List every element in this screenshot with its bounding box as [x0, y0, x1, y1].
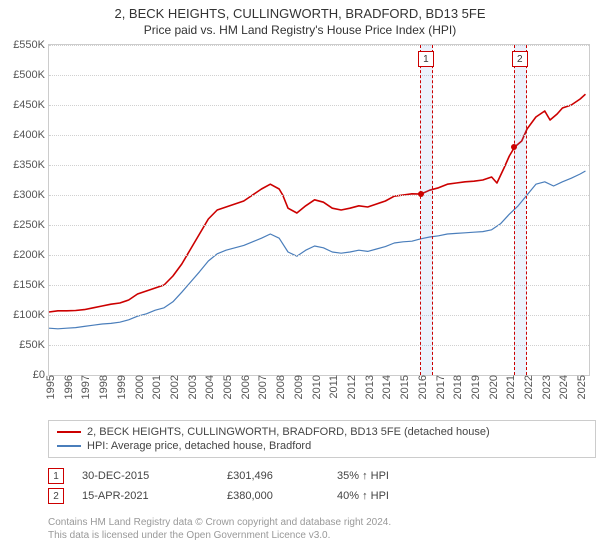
sales-row-diff: 35% ↑ HPI — [337, 470, 457, 482]
x-tick-label: 2024 — [554, 375, 570, 399]
x-tick-label: 2016 — [413, 375, 429, 399]
y-tick-label: £250K — [13, 219, 49, 231]
x-tick-label: 2023 — [537, 375, 553, 399]
footer-line-2: This data is licensed under the Open Gov… — [48, 529, 391, 542]
x-tick-label: 2004 — [200, 375, 216, 399]
x-tick-label: 2019 — [466, 375, 482, 399]
band-marker: 1 — [418, 51, 434, 67]
sales-row: 1 30-DEC-2015£301,49635% ↑ HPI — [48, 466, 457, 486]
x-tick-label: 2015 — [395, 375, 411, 399]
sales-row-marker: 1 — [48, 468, 64, 484]
x-tick-label: 2018 — [448, 375, 464, 399]
x-tick-label: 1997 — [76, 375, 92, 399]
x-tick-label: 2001 — [147, 375, 163, 399]
sales-row: 2 15-APR-2021£380,00040% ↑ HPI — [48, 486, 457, 506]
y-tick-label: £200K — [13, 249, 49, 261]
gridline — [49, 255, 589, 256]
y-tick-label: £450K — [13, 99, 49, 111]
gridline — [49, 45, 589, 46]
x-tick-label: 2022 — [519, 375, 535, 399]
legend-swatch — [57, 431, 81, 433]
y-tick-label: £50K — [19, 339, 49, 351]
series-line — [49, 94, 585, 312]
line-series-svg — [49, 45, 589, 375]
x-tick-label: 2007 — [253, 375, 269, 399]
chart-title: 2, BECK HEIGHTS, CULLINGWORTH, BRADFORD,… — [0, 0, 600, 21]
legend-label: 2, BECK HEIGHTS, CULLINGWORTH, BRADFORD,… — [87, 426, 490, 438]
sales-row-date: 30-DEC-2015 — [82, 470, 227, 482]
highlight-band — [514, 45, 527, 375]
x-tick-label: 2021 — [501, 375, 517, 399]
gridline — [49, 195, 589, 196]
y-tick-label: £550K — [13, 39, 49, 51]
gridline — [49, 285, 589, 286]
gridline — [49, 315, 589, 316]
sales-row-marker: 2 — [48, 488, 64, 504]
sales-row-date: 15-APR-2021 — [82, 490, 227, 502]
plot-area: £0£50K£100K£150K£200K£250K£300K£350K£400… — [48, 44, 590, 376]
gridline — [49, 345, 589, 346]
sales-table: 1 30-DEC-2015£301,49635% ↑ HPI 2 15-APR-202… — [48, 466, 457, 506]
x-tick-label: 2010 — [307, 375, 323, 399]
sales-row-price: £380,000 — [227, 490, 337, 502]
x-tick-label: 2009 — [289, 375, 305, 399]
gridline — [49, 105, 589, 106]
chart-subtitle: Price paid vs. HM Land Registry's House … — [0, 21, 600, 43]
gridline — [49, 75, 589, 76]
legend-swatch — [57, 445, 81, 447]
x-tick-label: 1998 — [94, 375, 110, 399]
sales-row-diff: 40% ↑ HPI — [337, 490, 457, 502]
x-tick-label: 1996 — [59, 375, 75, 399]
x-tick-label: 2012 — [342, 375, 358, 399]
x-tick-label: 2000 — [130, 375, 146, 399]
gridline — [49, 135, 589, 136]
y-tick-label: £300K — [13, 189, 49, 201]
sale-point — [511, 144, 517, 150]
highlight-band — [420, 45, 433, 375]
x-tick-label: 2008 — [271, 375, 287, 399]
legend-item: 2, BECK HEIGHTS, CULLINGWORTH, BRADFORD,… — [57, 425, 587, 439]
x-tick-label: 2003 — [183, 375, 199, 399]
gridline — [49, 225, 589, 226]
y-tick-label: £350K — [13, 159, 49, 171]
y-tick-label: £400K — [13, 129, 49, 141]
x-tick-label: 1995 — [41, 375, 57, 399]
band-marker: 2 — [512, 51, 528, 67]
legend-label: HPI: Average price, detached house, Brad… — [87, 440, 311, 452]
x-tick-label: 2020 — [484, 375, 500, 399]
x-tick-label: 2017 — [431, 375, 447, 399]
footer-line-1: Contains HM Land Registry data © Crown c… — [48, 516, 391, 529]
x-tick-label: 2005 — [218, 375, 234, 399]
footer-attribution: Contains HM Land Registry data © Crown c… — [48, 516, 391, 542]
y-tick-label: £150K — [13, 279, 49, 291]
x-tick-label: 1999 — [112, 375, 128, 399]
x-tick-label: 2006 — [236, 375, 252, 399]
sale-point — [418, 191, 424, 197]
legend-item: HPI: Average price, detached house, Brad… — [57, 439, 587, 453]
y-tick-label: £500K — [13, 69, 49, 81]
gridline — [49, 165, 589, 166]
y-tick-label: £100K — [13, 309, 49, 321]
legend: 2, BECK HEIGHTS, CULLINGWORTH, BRADFORD,… — [48, 420, 596, 458]
x-tick-label: 2025 — [572, 375, 588, 399]
x-tick-label: 2002 — [165, 375, 181, 399]
x-tick-label: 2014 — [377, 375, 393, 399]
x-tick-label: 2013 — [360, 375, 376, 399]
chart-container: 2, BECK HEIGHTS, CULLINGWORTH, BRADFORD,… — [0, 0, 600, 560]
x-tick-label: 2011 — [324, 375, 340, 399]
sales-row-price: £301,496 — [227, 470, 337, 482]
